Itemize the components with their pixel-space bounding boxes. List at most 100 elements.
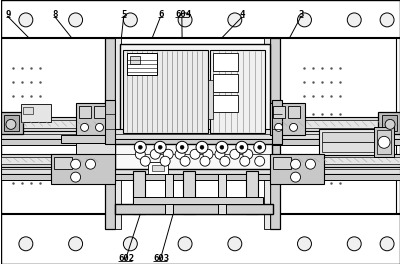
Circle shape [19, 237, 33, 251]
Bar [61, 135, 115, 143]
Circle shape [180, 156, 190, 166]
Circle shape [215, 149, 225, 159]
Text: 6: 6 [158, 10, 164, 19]
Circle shape [81, 123, 89, 131]
Circle shape [240, 145, 244, 149]
Circle shape [230, 149, 240, 159]
Circle shape [203, 149, 213, 159]
Circle shape [243, 149, 253, 159]
Bar [374, 127, 394, 157]
Circle shape [290, 123, 298, 131]
Circle shape [69, 237, 83, 251]
Circle shape [178, 237, 192, 251]
Bar [105, 38, 115, 229]
Circle shape [69, 13, 83, 27]
Bar [4, 116, 19, 131]
Bar [76, 143, 115, 155]
Bar [269, 104, 306, 135]
Bar [152, 165, 164, 171]
Bar [378, 112, 400, 134]
Circle shape [163, 149, 173, 159]
Circle shape [178, 13, 192, 27]
Circle shape [200, 145, 204, 149]
Circle shape [240, 156, 250, 166]
Circle shape [200, 156, 210, 166]
Bar [382, 116, 397, 131]
Circle shape [150, 149, 160, 159]
Circle shape [71, 172, 81, 182]
Circle shape [291, 172, 300, 182]
Bar [124, 50, 208, 133]
Circle shape [378, 136, 390, 148]
Bar [271, 154, 400, 167]
Circle shape [190, 149, 200, 159]
Bar [1, 112, 23, 134]
Bar [115, 204, 273, 214]
Bar [128, 53, 157, 75]
Bar [1, 120, 106, 128]
Circle shape [306, 159, 316, 169]
Circle shape [158, 145, 162, 149]
Circle shape [196, 141, 208, 153]
Bar [148, 162, 168, 174]
Bar [246, 171, 258, 214]
Bar [1, 129, 400, 139]
Circle shape [134, 141, 146, 153]
Bar [213, 74, 238, 91]
Bar [213, 95, 238, 112]
Circle shape [135, 149, 145, 159]
Circle shape [216, 141, 228, 153]
Circle shape [291, 159, 300, 169]
Bar [21, 104, 51, 122]
Bar [377, 130, 391, 154]
Circle shape [71, 159, 81, 169]
Bar [320, 129, 379, 155]
Text: 8: 8 [53, 10, 58, 19]
Bar [271, 120, 400, 128]
Circle shape [140, 156, 150, 166]
Bar [213, 53, 238, 71]
Circle shape [385, 120, 395, 129]
Bar [133, 171, 145, 214]
Circle shape [380, 237, 394, 251]
Circle shape [19, 13, 33, 27]
Bar [115, 38, 122, 229]
Bar [208, 80, 213, 120]
Circle shape [275, 123, 283, 131]
Bar [1, 139, 400, 145]
Circle shape [154, 141, 166, 153]
Circle shape [255, 156, 265, 166]
Bar [1, 117, 106, 131]
Bar [130, 56, 140, 64]
Circle shape [176, 141, 188, 153]
Bar [105, 100, 115, 144]
Bar [271, 117, 400, 131]
Bar [218, 174, 226, 214]
Circle shape [347, 13, 361, 27]
Circle shape [220, 145, 224, 149]
Text: 602: 602 [118, 254, 134, 263]
Bar [288, 107, 300, 118]
Bar [76, 104, 111, 135]
Circle shape [6, 120, 16, 129]
Bar [115, 144, 271, 169]
Text: 9: 9 [6, 10, 11, 19]
Circle shape [347, 237, 361, 251]
Bar [93, 107, 105, 118]
Text: 604: 604 [175, 10, 191, 19]
Circle shape [298, 237, 312, 251]
Bar [271, 100, 282, 144]
Bar [51, 154, 115, 184]
Circle shape [175, 149, 185, 159]
Circle shape [228, 237, 242, 251]
Bar [133, 197, 263, 204]
Circle shape [85, 159, 95, 169]
Bar [1, 174, 400, 180]
Bar [264, 38, 269, 229]
Circle shape [124, 13, 137, 27]
Bar [183, 171, 195, 214]
Text: 3: 3 [298, 10, 304, 19]
Bar [23, 108, 33, 114]
Bar [269, 38, 279, 229]
Bar [273, 157, 291, 169]
